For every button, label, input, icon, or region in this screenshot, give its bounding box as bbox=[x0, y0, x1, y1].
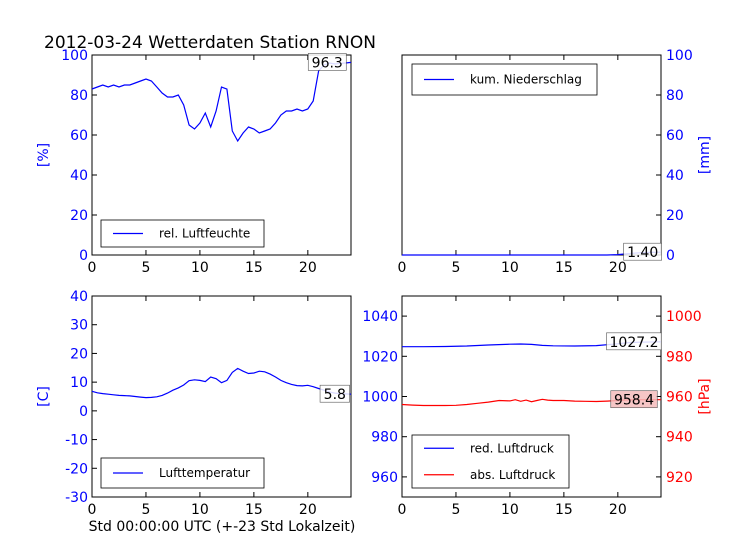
value-annotation: 958.4 bbox=[614, 393, 654, 409]
value-annotation-box bbox=[319, 384, 350, 403]
figure-title: 2012-03-24 Wetterdaten Station RNON bbox=[44, 33, 376, 53]
x-tick-label: 20 bbox=[609, 502, 627, 518]
y-tick-label: 940 bbox=[666, 430, 693, 446]
x-tick-label: 10 bbox=[191, 260, 209, 276]
x-tick-label: 0 bbox=[398, 502, 407, 518]
x-tick-label: 10 bbox=[191, 502, 209, 518]
x-tick-label: 0 bbox=[88, 260, 97, 276]
y-tick-label: 1000 bbox=[362, 390, 398, 406]
value-annotation-box bbox=[623, 242, 662, 261]
y-tick-label: 1000 bbox=[666, 309, 702, 325]
y-axis-label: [mm] bbox=[697, 136, 713, 174]
x-tick-label: 5 bbox=[141, 502, 150, 518]
series-line-rel--luftfeuchte bbox=[91, 61, 352, 143]
y-tick-label: 10 bbox=[70, 375, 88, 391]
value-annotation-box bbox=[606, 332, 662, 351]
x-tick-label: 5 bbox=[141, 260, 150, 276]
x-tick-label: 0 bbox=[88, 502, 97, 518]
y-axis-label: [C] bbox=[36, 386, 52, 407]
y-tick-label: 920 bbox=[666, 470, 693, 486]
y-tick-label: 40 bbox=[70, 168, 88, 184]
x-tick-label: 15 bbox=[245, 260, 263, 276]
y-tick-label: -10 bbox=[65, 433, 88, 449]
legend-label: rel. Luftfeuchte bbox=[159, 227, 250, 241]
value-annotation: 1.40 bbox=[627, 245, 658, 261]
legend-label: red. Luftdruck bbox=[470, 441, 554, 455]
y-tick-label: 1040 bbox=[362, 309, 398, 325]
x-tick-label: 0 bbox=[398, 260, 407, 276]
series-line-lufttemperatur bbox=[91, 367, 352, 399]
y-tick-label: 0 bbox=[79, 404, 88, 420]
y-tick-label: 960 bbox=[371, 470, 398, 486]
x-tick-label: 20 bbox=[299, 260, 317, 276]
y-tick-label: 100 bbox=[61, 48, 88, 64]
y-tick-label: 0 bbox=[79, 248, 88, 264]
y-tick-label: 60 bbox=[70, 128, 88, 144]
y-tick-label: 40 bbox=[666, 168, 684, 184]
y-tick-label: 80 bbox=[70, 88, 88, 104]
x-tick-label: 5 bbox=[451, 260, 460, 276]
chart-panel-pressure: 0 5 10 15 20 960 980 1000 1020 1040 920 940 960 980 10… bbox=[362, 295, 713, 518]
x-tick-label: 15 bbox=[245, 502, 263, 518]
x-tick-label: 10 bbox=[501, 260, 519, 276]
chart-panel-humidity: 0 5 10 15 20 0 20 40 60 80 100 96.3 rel. Luftfeuchte… bbox=[36, 48, 352, 276]
y-tick-label: 80 bbox=[666, 88, 684, 104]
x-tick-label: 15 bbox=[555, 260, 573, 276]
y-tick-label: -20 bbox=[65, 461, 88, 477]
y-tick-label: 60 bbox=[666, 128, 684, 144]
chart-panel-temperature: 0 5 10 15 20 -30 -20 -10 0 10 20 30 40 5.8 Lufttempera… bbox=[36, 289, 352, 518]
y-tick-label: 20 bbox=[70, 346, 88, 362]
x-tick-label: 5 bbox=[451, 502, 460, 518]
chart-panel-precip: 0 5 10 15 20 0 20 40 60 80 100 1.40 kum. Niederschla… bbox=[398, 48, 713, 276]
y-tick-label: 980 bbox=[371, 430, 398, 446]
legend-label: Lufttemperatur bbox=[159, 466, 250, 480]
y-tick-label: 100 bbox=[666, 48, 693, 64]
y-tick-label: 40 bbox=[70, 289, 88, 305]
y-tick-label: 0 bbox=[666, 248, 675, 264]
x-tick-label: 20 bbox=[609, 260, 627, 276]
figure-xlabel: Std 00:00:00 UTC (+-23 Std Lokalzeit) bbox=[89, 519, 356, 535]
legend-box bbox=[411, 434, 570, 489]
y-tick-label: 30 bbox=[70, 318, 88, 334]
value-annotation-box bbox=[307, 53, 347, 71]
y-tick-label: 1020 bbox=[362, 349, 398, 365]
y-axis-label: [hPa] bbox=[697, 378, 713, 414]
y-tick-label: 20 bbox=[70, 208, 88, 224]
y-axis-label: [%] bbox=[36, 143, 52, 167]
x-tick-label: 10 bbox=[501, 502, 519, 518]
x-tick-label: 15 bbox=[555, 502, 573, 518]
y-tick-label: -30 bbox=[65, 490, 88, 506]
x-tick-label: 20 bbox=[299, 502, 317, 518]
y-tick-label: 20 bbox=[666, 208, 684, 224]
value-annotation: 96.3 bbox=[312, 55, 343, 71]
value-annotation: 1027.2 bbox=[610, 335, 659, 351]
y-tick-label: 980 bbox=[666, 349, 693, 365]
value-annotation-box bbox=[610, 390, 658, 409]
value-annotation: 5.8 bbox=[324, 387, 346, 403]
y-tick-label: 960 bbox=[666, 390, 693, 406]
legend-label: abs. Luftdruck bbox=[470, 468, 555, 482]
legend-label: kum. Niederschlag bbox=[470, 73, 582, 87]
